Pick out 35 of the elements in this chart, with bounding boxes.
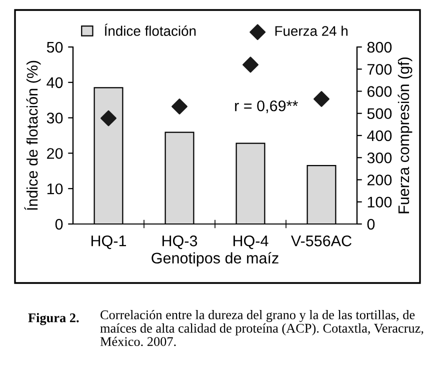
y2-tick-label: 400 [367,130,392,142]
y-tick-label: 30 [46,112,63,124]
y2-tick-label: 600 [368,86,392,97]
bar [164,132,194,224]
legend-label: Fuerza 24 h [275,26,348,36]
x-tick-label: HQ-1 [92,236,126,250]
y2-tick-label: 800 [367,42,392,53]
legend-label: Índice flotación [104,24,196,36]
y-axis-title: Índice de flotación (%) [24,60,41,210]
point [314,91,330,107]
bar [306,165,336,224]
y2-tick-label: 200 [367,174,392,186]
y2-tick-label: 0 [367,218,375,230]
y-tick-label: 50 [46,42,63,53]
y2-axis-title: Fuerza compresión (gf) [398,57,412,214]
x-axis-title: Genotipos de maíz [152,252,278,267]
point [242,56,258,73]
y2-tick-label: 500 [367,108,392,120]
x-tick-label: V-556AC [290,236,352,246]
y2-tick-label: 700 [368,64,392,75]
x-tick-label: HQ-4 [234,236,268,250]
y-tick-label: 20 [47,148,63,159]
annotation: r = 0,69** [235,100,298,114]
text: Correlación entre la dureza del grano y la de las tortillas, de maíces de alta calidad de proteína (ACP). Cotaxtla, Veracruz, México. 2007. [100,310,424,346]
y-tick-label: 40 [46,77,63,88]
y2-tick-label: 100 [368,196,392,208]
y-tick-label: 10 [47,183,63,194]
point [172,98,188,114]
y-tick-label: 0 [55,218,63,230]
point [100,110,116,126]
y2-tick-label: 300 [367,152,392,164]
bar [94,87,124,224]
text: Figura 2. [28,313,79,326]
x-tick-label: HQ-3 [162,236,198,250]
bar [236,142,266,224]
